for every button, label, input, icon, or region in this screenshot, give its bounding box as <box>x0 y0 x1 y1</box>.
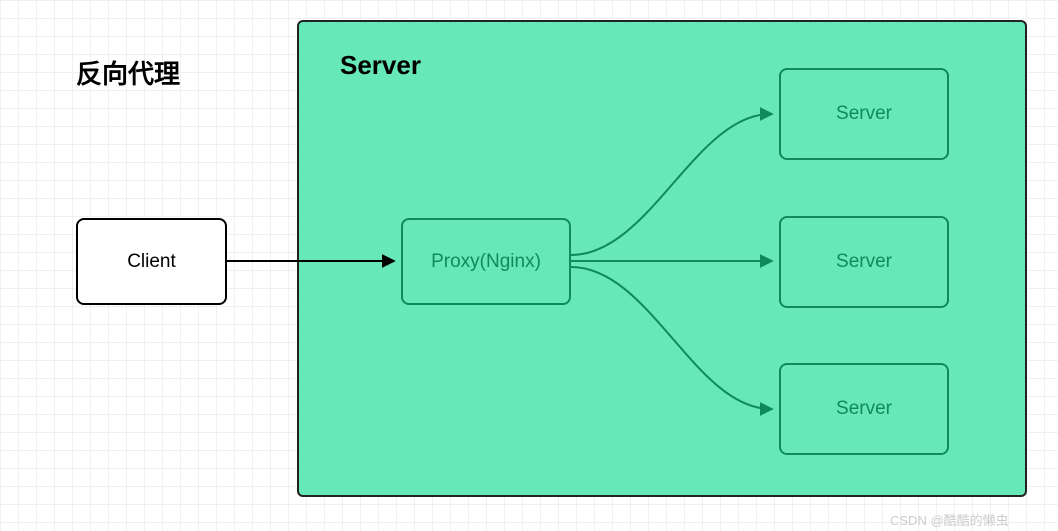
server-node-2: Server <box>779 216 949 308</box>
server-container-label: Server <box>340 50 421 81</box>
server-node-3: Server <box>779 363 949 455</box>
server-node-1: Server <box>779 68 949 160</box>
watermark-text: CSDN @酷酷的懒虫 <box>890 510 1009 529</box>
diagram-title: 反向代理 <box>76 54 180 91</box>
proxy-node: Proxy(Nginx) <box>401 218 571 305</box>
client-node: Client <box>76 218 227 305</box>
